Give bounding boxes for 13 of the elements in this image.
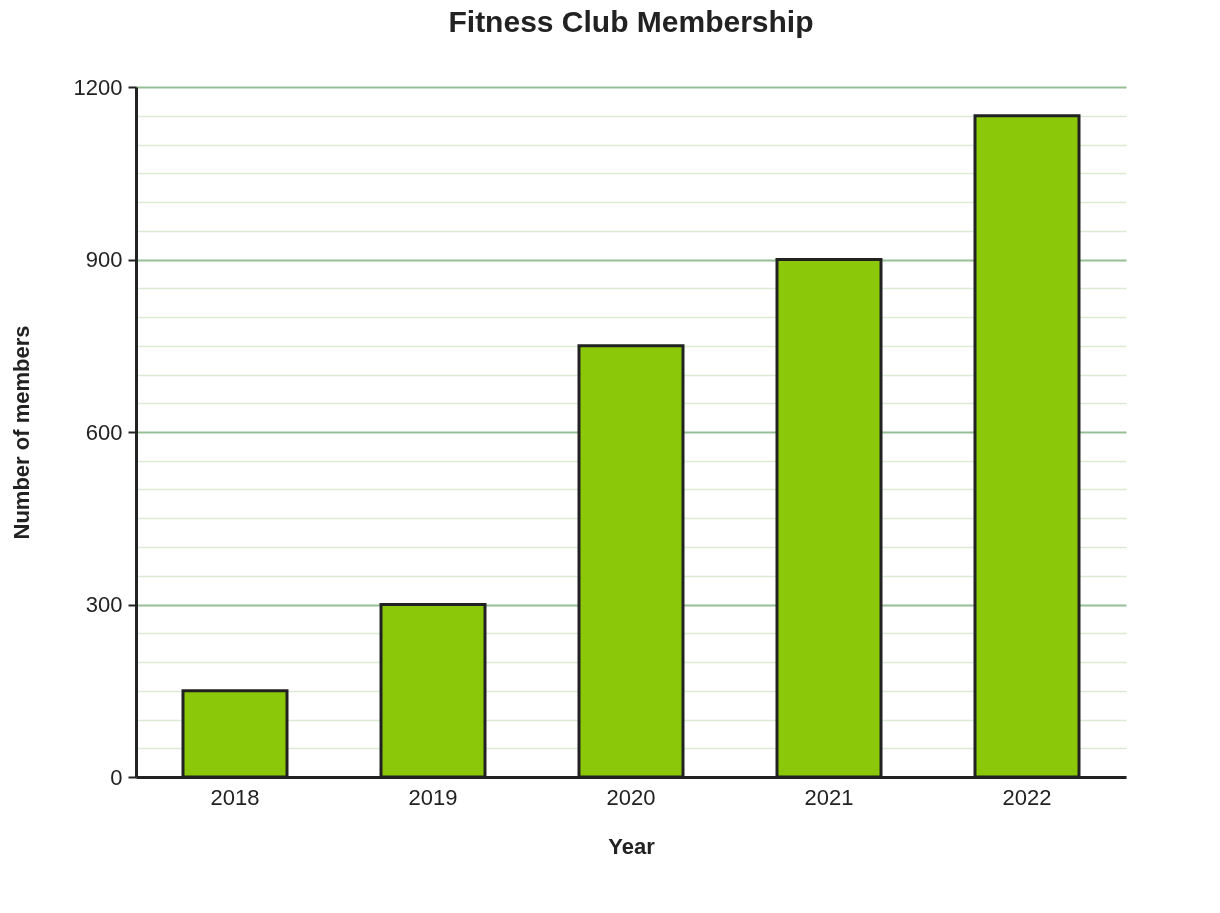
chart-title: Fitness Club Membership (448, 5, 814, 38)
x-axis-title: Year (608, 833, 656, 859)
x-tick-label: 2021 (804, 784, 854, 810)
y-tick-label: 1200 (73, 74, 123, 100)
x-tick-label: 2019 (408, 784, 458, 810)
x-tick-label: 2020 (606, 784, 656, 810)
y-tick-label: 0 (110, 764, 123, 790)
x-tick-label: 2022 (1002, 784, 1052, 810)
y-tick-label: 300 (85, 592, 123, 617)
x-tick-label: 2018 (210, 784, 260, 810)
y-tick-label: 600 (85, 419, 123, 445)
y-tick-label: 900 (85, 247, 123, 272)
y-axis-title: Number of members (8, 325, 34, 540)
